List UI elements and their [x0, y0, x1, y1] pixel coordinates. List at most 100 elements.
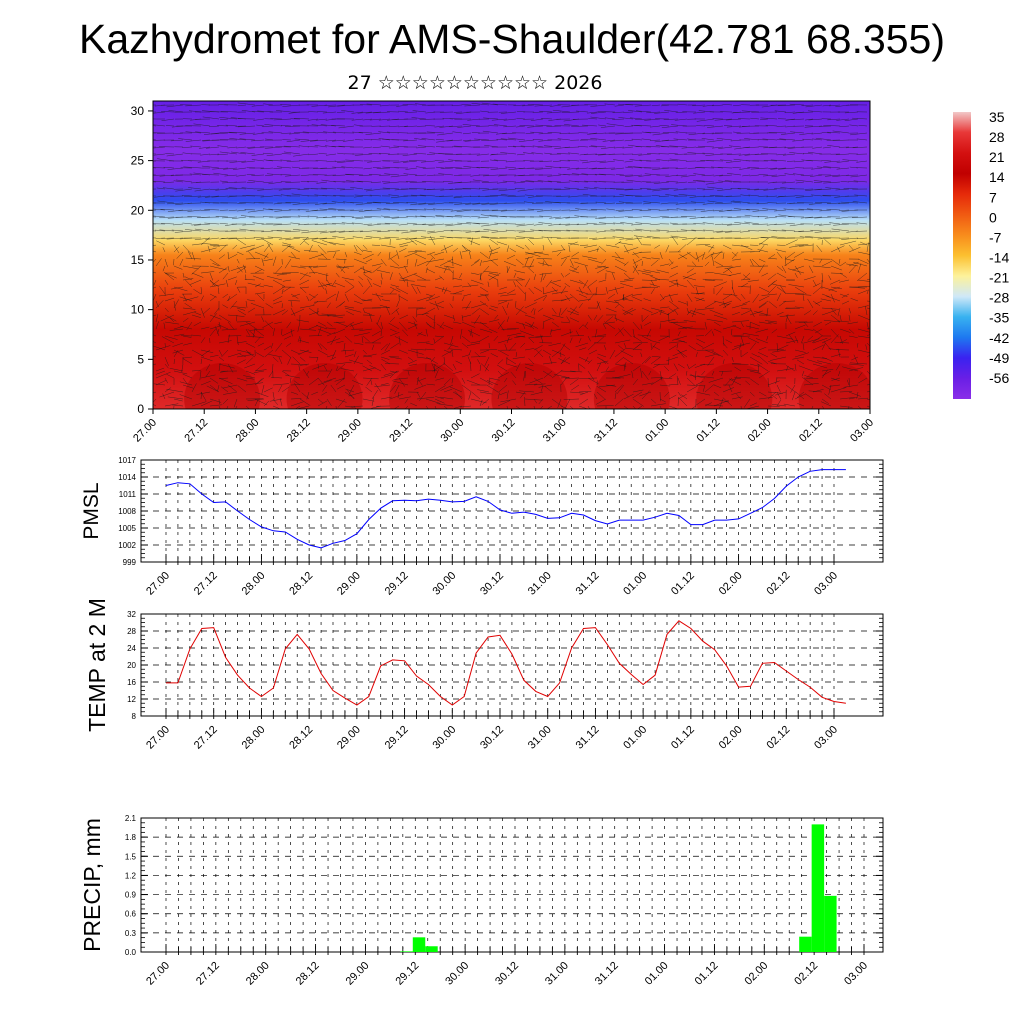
- wind-vector: [359, 328, 373, 332]
- wind-vector: [326, 321, 333, 327]
- wind-vector: [841, 293, 850, 298]
- wind-vector: [536, 258, 553, 260]
- wind-vector: [371, 181, 382, 183]
- wind-vector: [155, 300, 164, 309]
- wind-vector: [481, 223, 499, 227]
- wind-vector: [254, 269, 262, 274]
- wind-vector: [419, 391, 427, 401]
- wind-vector: [740, 310, 752, 316]
- wind-vector: [315, 325, 328, 330]
- wind-vector: [462, 314, 472, 318]
- wind-vector: [578, 146, 589, 148]
- wind-vector: [186, 321, 193, 331]
- wind-vector: [503, 261, 517, 267]
- wind-vector: [462, 124, 481, 127]
- wind-vector: [838, 370, 841, 377]
- wind-vector: [194, 188, 211, 192]
- wind-vector: [219, 223, 229, 225]
- wind-vector: [695, 398, 706, 406]
- wind-vector: [312, 265, 328, 268]
- wind-vector: [223, 391, 238, 395]
- wind-vector: [702, 384, 706, 392]
- wind-vector: [205, 146, 220, 149]
- wind-vector: [525, 132, 535, 134]
- wind-vector: [317, 398, 324, 404]
- wind-vector: [652, 167, 670, 171]
- wind-vector: [262, 208, 274, 211]
- wind-vector: [761, 272, 769, 277]
- wind-vector: [722, 293, 738, 296]
- wind-vector: [781, 265, 787, 274]
- wind-vector: [612, 376, 625, 379]
- wind-vector: [740, 244, 753, 250]
- wind-vector: [281, 288, 284, 295]
- wind-vector: [530, 118, 544, 121]
- wind-vector: [776, 311, 784, 316]
- wind-vector: [344, 293, 349, 302]
- wind-vector: [794, 272, 798, 278]
- wind-vector: [518, 139, 535, 142]
- wind-vector: [479, 272, 482, 281]
- wind-vector: [669, 237, 679, 239]
- wind-vector: [756, 202, 769, 205]
- wind-vector: [666, 230, 679, 233]
- wind-vector: [681, 394, 688, 400]
- wind-vector: [286, 342, 292, 347]
- wind-vector: [159, 229, 175, 232]
- wind-vector: [388, 322, 400, 330]
- wind-vector: [533, 251, 549, 256]
- wind-vector: [724, 230, 742, 233]
- wind-vector: [650, 259, 659, 267]
- wind-vector: [439, 125, 454, 128]
- wind-vector: [404, 398, 409, 404]
- wind-vector: [664, 391, 670, 397]
- wind-vector: [610, 229, 625, 232]
- wind-vector: [317, 349, 328, 356]
- wind-vector: [770, 356, 787, 361]
- wind-vector: [326, 250, 340, 253]
- wind-vector: [595, 201, 607, 204]
- wind-vector: [462, 187, 481, 190]
- wind-vector: [796, 359, 805, 365]
- wind-vector: [413, 153, 427, 155]
- wind-vector: [452, 391, 463, 398]
- wind-vector: [408, 160, 427, 162]
- wind-vector: [384, 363, 400, 365]
- wind-vector: [176, 251, 184, 259]
- wind-vector: [353, 258, 367, 265]
- wind-vector: [822, 104, 832, 107]
- wind-vector: [162, 393, 166, 400]
- wind-vector: [254, 378, 263, 386]
- wind-vector: [564, 187, 580, 190]
- wind-vector: [578, 286, 583, 294]
- wind-vector: [487, 274, 499, 281]
- wind-vector: [182, 272, 185, 278]
- wind-vector: [590, 116, 607, 120]
- wind-vector: [579, 391, 589, 396]
- wind-vector: [551, 314, 564, 318]
- wind-vector: [625, 174, 643, 177]
- wind-vector: [185, 104, 202, 107]
- wind-vector: [583, 187, 598, 190]
- wind-vector: [163, 166, 175, 169]
- wind-vector: [443, 356, 446, 365]
- wind-vector: [326, 314, 343, 319]
- wind-vector: [565, 398, 571, 408]
- wind-vector: [251, 174, 265, 176]
- wind-vector: [153, 181, 166, 183]
- wind-vector: [623, 272, 631, 280]
- wind-vector: [524, 371, 526, 379]
- wind-vector: [696, 167, 715, 169]
- wind-vector: [344, 251, 348, 258]
- wind-vector: [668, 300, 680, 309]
- wind-vector: [220, 111, 238, 113]
- wind-vector: [454, 181, 472, 184]
- wind-vector: [179, 381, 193, 386]
- wind-vector: [571, 257, 580, 260]
- wind-vector: [529, 237, 544, 239]
- wind-vector: [668, 345, 677, 351]
- wind-vector: [588, 118, 598, 120]
- wind-vector: [479, 328, 493, 333]
- wind-vector: [351, 111, 364, 114]
- wind-vector: [489, 238, 499, 246]
